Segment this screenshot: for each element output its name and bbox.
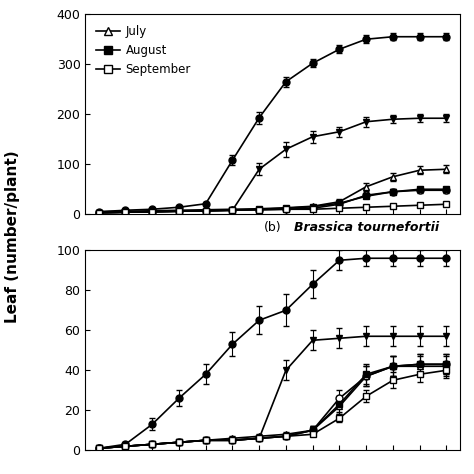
Text: Brassica tournefortii: Brassica tournefortii bbox=[293, 221, 439, 234]
Legend: July, August, September: July, August, September bbox=[91, 20, 196, 81]
Text: (b): (b) bbox=[264, 221, 282, 234]
Text: Leaf (number/plant): Leaf (number/plant) bbox=[5, 151, 20, 323]
